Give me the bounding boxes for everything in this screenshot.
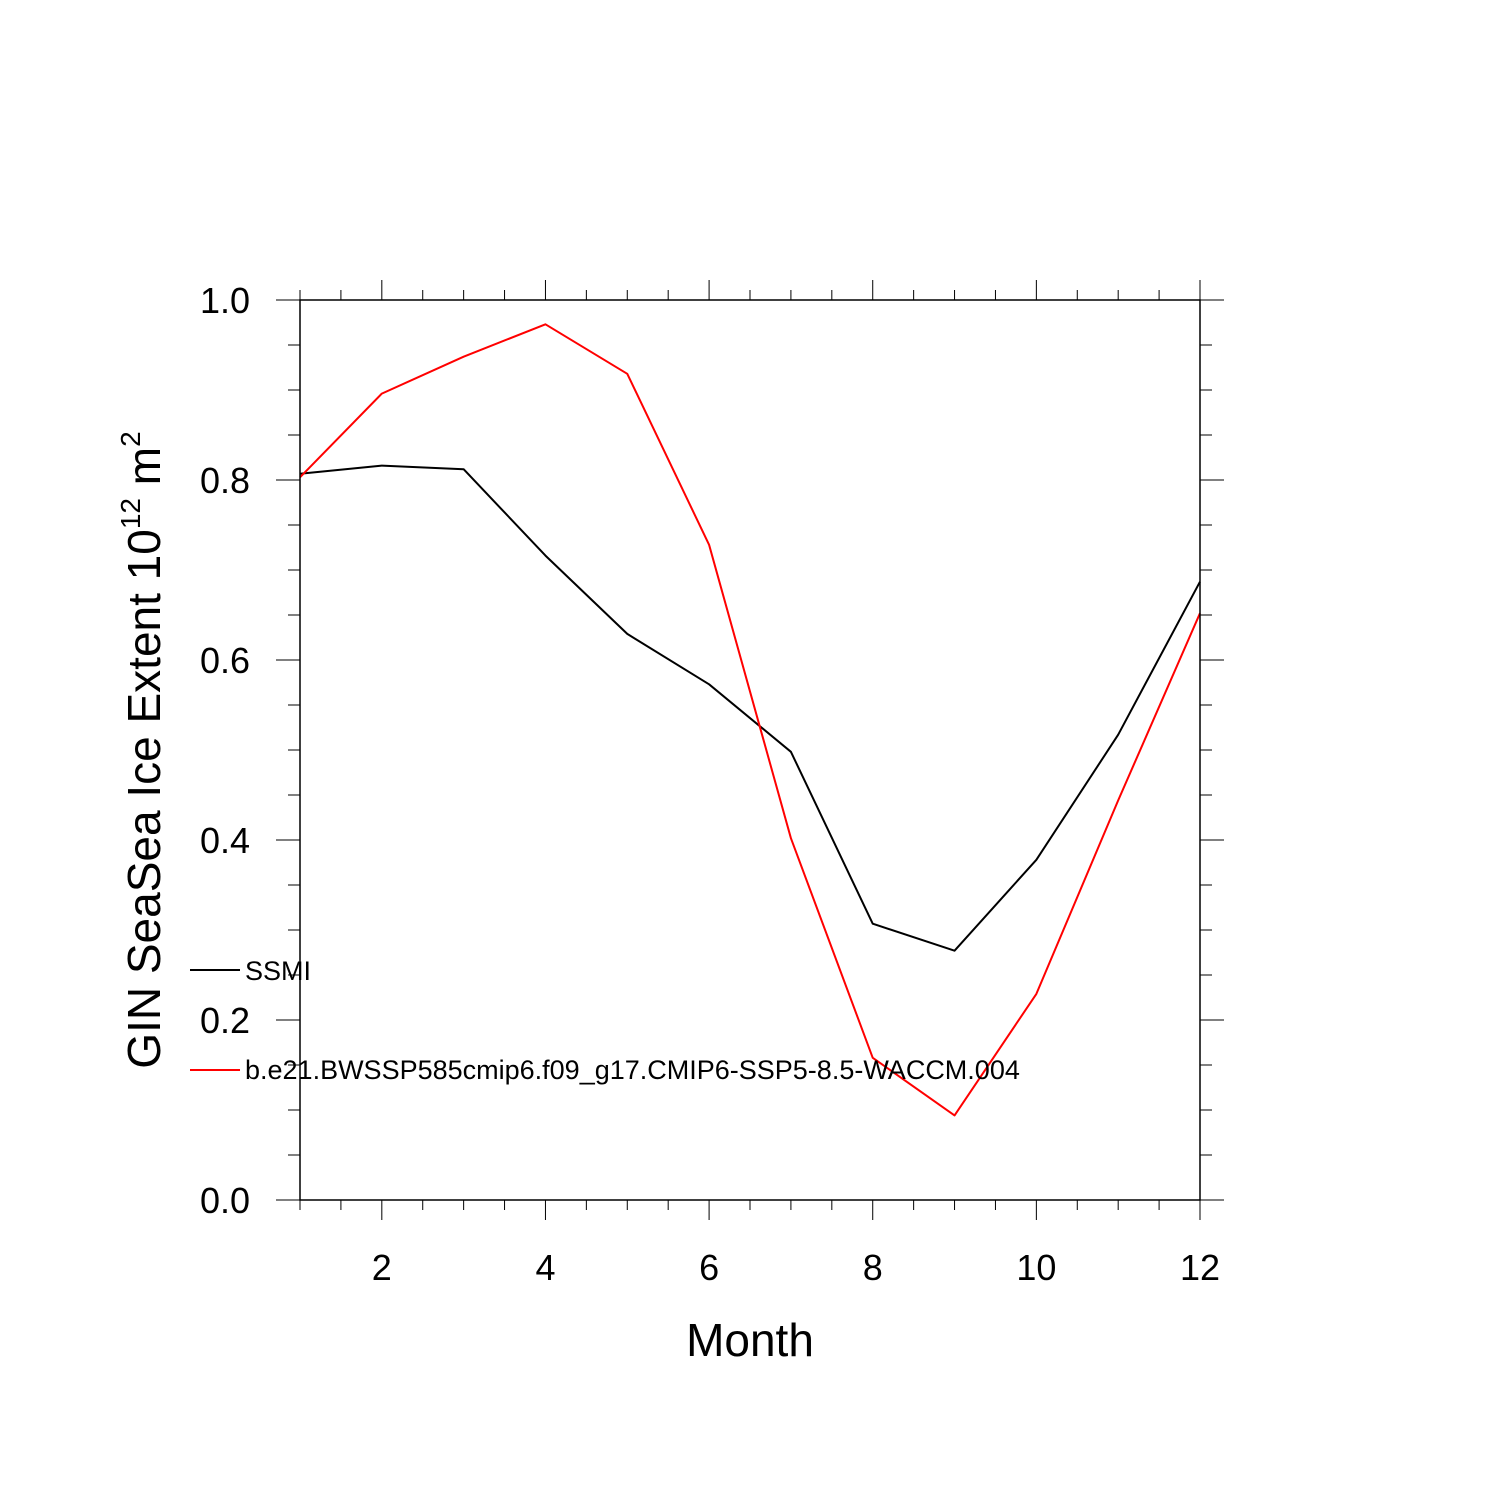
x-tick-label: 8 (863, 1247, 883, 1288)
y-axis-title: GIN SeaSea Ice Extent 1012 m2 (115, 431, 170, 1068)
y-axis-title-exponent: 12 (115, 498, 146, 529)
legend-label-model: b.e21.BWSSP585cmip6.f09_g17.CMIP6-SSP5-8… (245, 1055, 1020, 1085)
legend: SSMI b.e21.BWSSP585cmip6.f09_g17.CMIP6-S… (190, 956, 1020, 1085)
x-tick-label: 2 (372, 1247, 392, 1288)
legend-label-ssmi: SSMI (245, 956, 311, 986)
x-axis-title: Month (686, 1314, 814, 1366)
y-tick-label: 0.8 (200, 460, 250, 501)
x-tick-label: 10 (1016, 1247, 1056, 1288)
y-axis-title-main: GIN SeaSea Ice Extent 10 (118, 529, 170, 1069)
y-tick-label: 1.0 (200, 280, 250, 321)
x-tick-label: 4 (535, 1247, 555, 1288)
x-tick-label: 12 (1180, 1247, 1220, 1288)
y-tick-label: 0.0 (200, 1180, 250, 1221)
y-axis-title-unit: m (118, 447, 170, 498)
x-tick-label: 6 (699, 1247, 719, 1288)
y-tick-label: 0.2 (200, 1000, 250, 1041)
series-line-1 (299, 323, 1201, 1117)
y-tick-label: 0.6 (200, 640, 250, 681)
major-ticks (276, 280, 1224, 1220)
y-tick-label: 0.4 (200, 820, 250, 861)
x-tick-labels: 2 4 6 8 10 12 (372, 1247, 1220, 1288)
minor-ticks (288, 290, 1212, 1210)
y-tick-labels: 0.0 0.2 0.4 0.6 0.8 1.0 (200, 280, 250, 1221)
series-layer (299, 323, 1201, 1117)
y-axis-title-unit-exponent: 2 (115, 431, 146, 447)
plot-frame (299, 299, 1201, 1201)
series-line-0 (299, 464, 1201, 952)
